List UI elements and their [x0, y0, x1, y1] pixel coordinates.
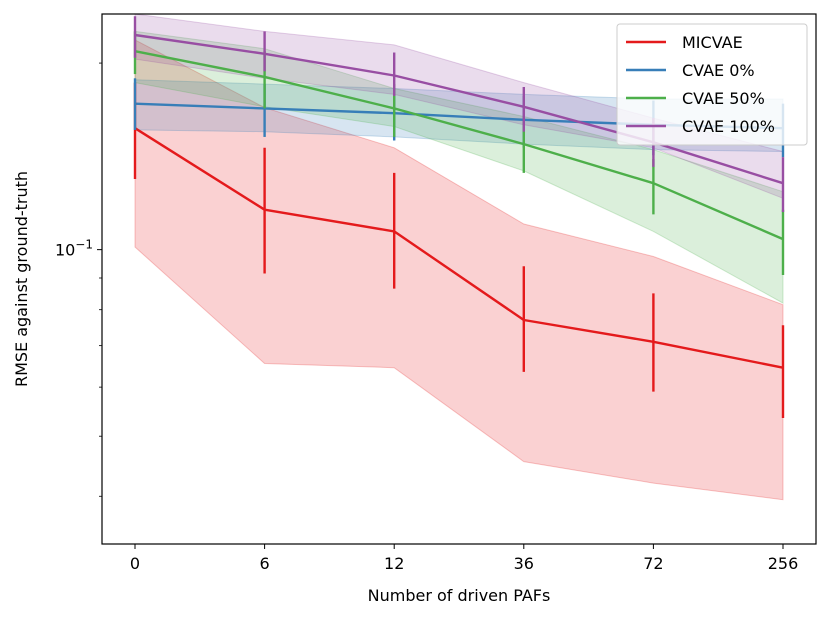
series-line-micvae — [134, 127, 784, 369]
series-line-cvae-50 — [134, 50, 784, 241]
legend-label-micvae: MICVAE — [682, 33, 743, 52]
plot-frame — [101, 13, 817, 545]
legend-label-cvae-100: CVAE 100% — [682, 117, 775, 136]
x-tick-label: 36 — [514, 554, 534, 573]
y-axis-label: RMSE against ground-truth — [12, 171, 31, 387]
x-tick-label: 256 — [768, 554, 799, 573]
x-tick-label: 0 — [130, 554, 140, 573]
legend-label-cvae-50: CVAE 50% — [682, 89, 765, 108]
x-tick-label: 6 — [260, 554, 270, 573]
series-line-cvae-100 — [134, 33, 784, 185]
x-axis: 0 6 12 36 72 256 — [130, 544, 798, 573]
legend: MICVAE CVAE 0% CVAE 50% CVAE 100% — [616, 23, 808, 146]
y-tick-label: 10−1 — [55, 238, 93, 260]
band-micvae — [134, 39, 784, 501]
legend-label-cvae-0: CVAE 0% — [682, 61, 755, 80]
x-tick-label: 12 — [384, 554, 404, 573]
x-tick-label: 72 — [643, 554, 663, 573]
x-axis-label: Number of driven PAFs — [368, 586, 551, 605]
y-axis: 10−1 — [55, 62, 102, 497]
legend-box — [616, 23, 808, 146]
